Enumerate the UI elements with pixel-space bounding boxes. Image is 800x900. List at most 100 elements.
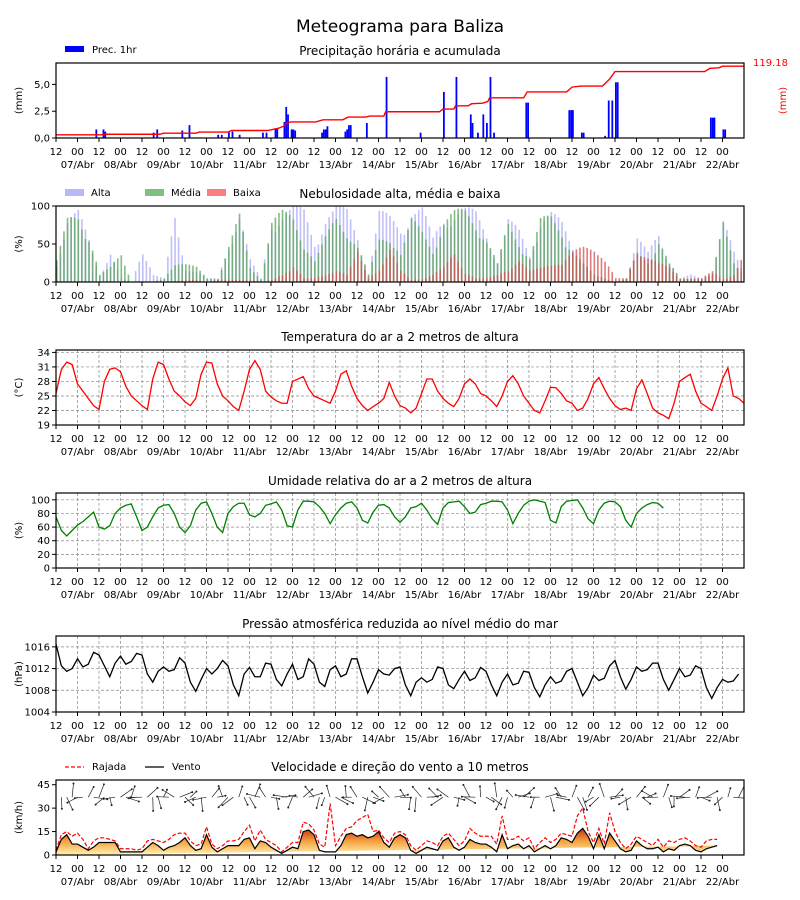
x-tick-label: 00 — [673, 291, 686, 302]
x-tick-label: 00 — [286, 864, 299, 875]
wind-arrow-head — [670, 806, 673, 809]
cloud-bar-baixa — [507, 271, 510, 282]
accumulated-line — [56, 65, 744, 136]
wind-direction-arrow — [109, 797, 112, 806]
x-tick-label: 12 — [50, 864, 63, 875]
wind-direction-arrow — [611, 796, 621, 799]
wind-arrow-head — [294, 794, 297, 797]
wind-direction-arrow — [184, 796, 194, 806]
x-day-label: 07/Abr — [61, 160, 95, 171]
cloud-bar-alta — [177, 237, 180, 282]
x-day-label: 19/Abr — [577, 160, 611, 171]
cloud-bar-media — [514, 239, 517, 282]
x-tick-label: 00 — [329, 721, 342, 732]
precip-bar — [348, 125, 350, 138]
cloud-bar-media — [199, 270, 201, 282]
cloud-bar-alta — [170, 236, 173, 282]
cloud-bar-alta — [145, 261, 148, 282]
cloud-bar-baixa — [417, 279, 420, 282]
y-tick-label: 1016 — [25, 642, 50, 653]
x-tick-label: 00 — [458, 291, 471, 302]
x-tick-label: 12 — [222, 864, 235, 875]
x-tick-label: 00 — [157, 434, 170, 445]
x-tick-label: 12 — [50, 721, 63, 732]
y-tick-label: 80 — [37, 509, 50, 520]
plot-area — [56, 782, 744, 855]
wind-direction-arrow — [697, 796, 712, 799]
x-tick-label: 00 — [71, 147, 84, 158]
x-tick-label: 12 — [179, 147, 192, 158]
x-day-label: 16/Abr — [448, 160, 482, 171]
x-day-label: 11/Abr — [233, 734, 267, 745]
precip-bar — [276, 128, 279, 138]
cloud-bar-baixa — [253, 280, 255, 282]
cloud-bar-baixa — [353, 259, 356, 282]
x-tick-label: 12 — [265, 147, 278, 158]
x-day-label: 14/Abr — [362, 734, 396, 745]
wind-arrow-head — [649, 802, 652, 805]
x-tick-label: 00 — [114, 291, 127, 302]
cloud-bar-media — [66, 217, 69, 282]
cloud-bar-baixa — [339, 271, 341, 282]
x-day-label: 22/Abr — [706, 877, 740, 888]
wind-arrow-head — [195, 790, 198, 793]
cloud-bar-media — [378, 239, 381, 282]
x-day-label: 11/Abr — [233, 304, 267, 315]
wind-arrow-head — [718, 809, 721, 812]
precip-bar — [616, 82, 619, 138]
x-day-label: 10/Abr — [190, 877, 224, 888]
cloud-bar-media — [403, 242, 406, 282]
cloud-bar-baixa — [554, 265, 556, 282]
precip-bar — [344, 131, 347, 138]
wind-direction-arrow — [373, 796, 384, 802]
wind-direction-arrow — [714, 796, 723, 805]
cloud-bar-baixa — [500, 273, 502, 282]
x-tick-label: 00 — [587, 147, 600, 158]
y-tick-label: 15 — [37, 827, 50, 838]
wind-direction-arrow — [523, 787, 535, 798]
cloud-bar-media — [59, 245, 62, 282]
wind-direction-arrow — [130, 786, 136, 798]
wind-arrow-head — [94, 803, 97, 806]
cloud-bar-baixa — [636, 254, 639, 282]
wind-arrow-head — [610, 797, 613, 800]
y-axis-label: (km/h) — [14, 801, 25, 834]
wind-arrow-head — [626, 808, 629, 811]
cloud-bar-media — [532, 245, 535, 282]
cloud-bar-media — [263, 263, 266, 282]
x-tick-label: 00 — [544, 291, 557, 302]
wind-direction-arrow — [504, 797, 508, 808]
cloud-bar-baixa — [650, 259, 653, 282]
wind-arrow-head — [716, 790, 719, 793]
x-day-label: 18/Abr — [534, 160, 568, 171]
wind-direction-arrow — [706, 790, 718, 798]
wind-arrow-head — [320, 792, 323, 795]
wind-arrow-head — [246, 803, 249, 806]
x-tick-label: 00 — [329, 434, 342, 445]
cloud-bar-baixa — [242, 280, 244, 282]
x-day-label: 11/Abr — [233, 447, 267, 458]
x-tick-label: 12 — [695, 721, 708, 732]
cloud-bar-media — [213, 279, 216, 282]
temperature-line — [56, 359, 744, 420]
wind-direction-arrow — [394, 794, 408, 798]
cloud-bar-baixa — [661, 264, 664, 282]
wind-arrow-head — [556, 794, 559, 797]
cloud-bar-baixa — [550, 265, 553, 282]
cloud-bar-baixa — [428, 276, 431, 282]
x-tick-label: 12 — [609, 434, 622, 445]
precip-bar — [292, 129, 295, 138]
x-day-label: 07/Abr — [61, 304, 95, 315]
wind-direction-arrow — [577, 797, 585, 810]
cloud-bar-baixa — [482, 278, 485, 282]
cloud-bar-baixa — [539, 268, 542, 282]
wind-arrow-head — [430, 803, 433, 806]
precip-bar — [493, 132, 495, 138]
x-tick-label: 00 — [458, 864, 471, 875]
wind-arrow-head — [72, 782, 75, 785]
cloud-bar-baixa — [557, 265, 560, 282]
x-day-label: 15/Abr — [405, 447, 439, 458]
y-tick-label: 20 — [37, 550, 50, 561]
x-day-label: 17/Abr — [491, 304, 525, 315]
